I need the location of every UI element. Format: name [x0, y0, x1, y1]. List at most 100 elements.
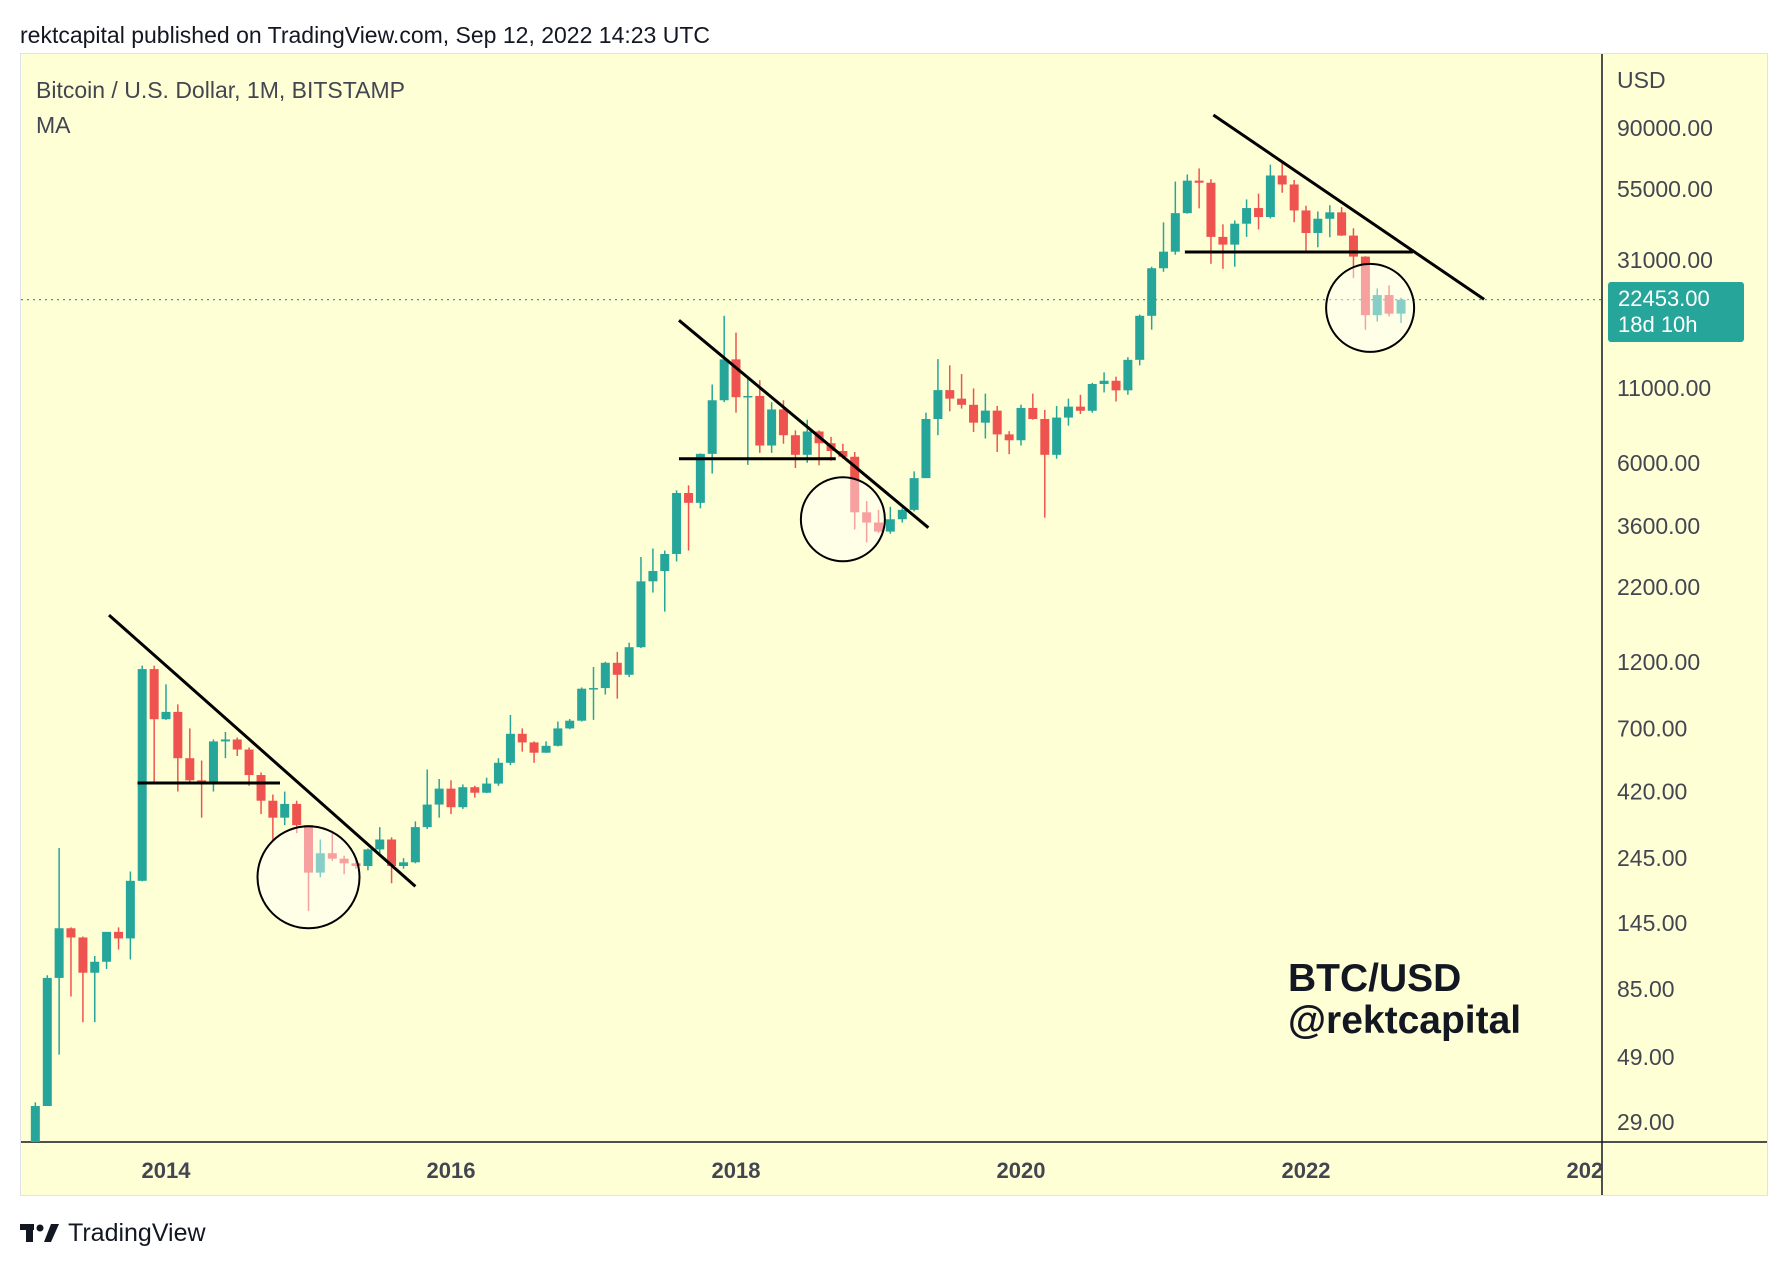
ma-indicator-label[interactable]: MA [36, 112, 71, 138]
candle-body [1170, 213, 1180, 252]
candle [90, 956, 100, 1023]
time-axis-tick: 2022 [1282, 1158, 1331, 1183]
candle [363, 848, 373, 871]
candle [1087, 382, 1097, 413]
time-axis-background [21, 1142, 1767, 1195]
candle-body [695, 453, 705, 503]
descending-trendline [108, 613, 417, 888]
candle [1313, 211, 1323, 248]
candle [553, 721, 563, 747]
candle-body [600, 662, 610, 689]
candle [280, 791, 290, 826]
candle [517, 728, 527, 752]
candle-body [565, 720, 575, 729]
candle-body [648, 571, 658, 582]
candle-body [1277, 175, 1287, 185]
candle [969, 388, 979, 432]
candle-body [1242, 208, 1252, 224]
candle-body [446, 788, 456, 808]
candle [1396, 297, 1406, 323]
candle [672, 490, 682, 562]
candle [232, 737, 242, 756]
candle [244, 747, 254, 786]
candle [921, 412, 931, 479]
price-axis-tick: 2200.00 [1617, 574, 1700, 600]
candle-body [1396, 299, 1406, 314]
candle-body [672, 492, 682, 554]
candle-body [1040, 419, 1050, 455]
candle [410, 821, 420, 864]
candle-body [42, 977, 52, 1107]
candle-body [125, 880, 135, 939]
candle [422, 769, 432, 830]
candle-body [802, 431, 812, 455]
candle [862, 501, 872, 543]
candle-body [862, 512, 872, 523]
candle [470, 785, 480, 798]
candle [1384, 285, 1394, 317]
candle-body [909, 478, 919, 510]
candle-body [660, 553, 670, 572]
candle [387, 837, 397, 884]
candle-body [1313, 218, 1323, 233]
candle-body [422, 804, 432, 828]
footer-branding[interactable]: TradingView [20, 1218, 206, 1248]
candle [304, 825, 313, 911]
time-axis-tick: 2020 [997, 1158, 1046, 1183]
candle-body [933, 390, 943, 420]
chart-legend-title[interactable]: Bitcoin / U.S. Dollar, 1M, BITSTAMP [36, 77, 405, 103]
candle-body [505, 733, 515, 763]
candle [1063, 398, 1073, 426]
candle-body [363, 849, 373, 866]
candle-body [256, 775, 266, 801]
candle [684, 485, 694, 551]
candle-body [1111, 380, 1121, 391]
candle [173, 704, 183, 792]
candle [565, 719, 575, 730]
candle-body [838, 451, 848, 457]
candle-body [1052, 417, 1062, 455]
candle-countdown: 18d 10h [1618, 312, 1698, 337]
candle [114, 927, 124, 950]
candle [909, 471, 919, 512]
candle [1360, 256, 1370, 330]
candle-body [921, 419, 931, 479]
candle-body [1254, 208, 1264, 218]
price-axis-background [1602, 54, 1767, 1142]
candle [577, 687, 587, 722]
price-axis-tick: 6000.00 [1617, 450, 1700, 476]
candle-body [268, 800, 278, 818]
candle [102, 931, 112, 969]
candle-body [90, 961, 100, 973]
watermark-author: @rektcapital [1288, 999, 1522, 1042]
candle [874, 509, 883, 534]
candle-body [755, 395, 765, 446]
candle [933, 359, 943, 436]
published-header: rektcapital published on TradingView.com… [20, 22, 710, 48]
candle-body [1325, 212, 1335, 219]
price-axis-tick: 90000.00 [1617, 115, 1713, 141]
candle-body [315, 853, 325, 873]
candle [137, 665, 147, 882]
candle [1016, 404, 1026, 446]
highlight-circle [1325, 262, 1416, 353]
candle [767, 402, 777, 453]
candle [399, 858, 409, 869]
candle-body [636, 581, 646, 648]
price-axis-tick: 31000.00 [1617, 247, 1713, 273]
candle [256, 772, 266, 815]
price-axis-tick: 85.00 [1617, 976, 1675, 1002]
candle [541, 741, 551, 753]
descending-trendline [678, 319, 930, 529]
candle [885, 506, 895, 534]
candle [1170, 181, 1180, 255]
candle [493, 758, 503, 786]
candle-body [850, 456, 860, 513]
candle-body [553, 728, 563, 746]
candle [1206, 179, 1216, 264]
candle [30, 1102, 40, 1142]
candle [1372, 288, 1382, 322]
candle [636, 557, 646, 649]
candle-body [719, 359, 729, 401]
